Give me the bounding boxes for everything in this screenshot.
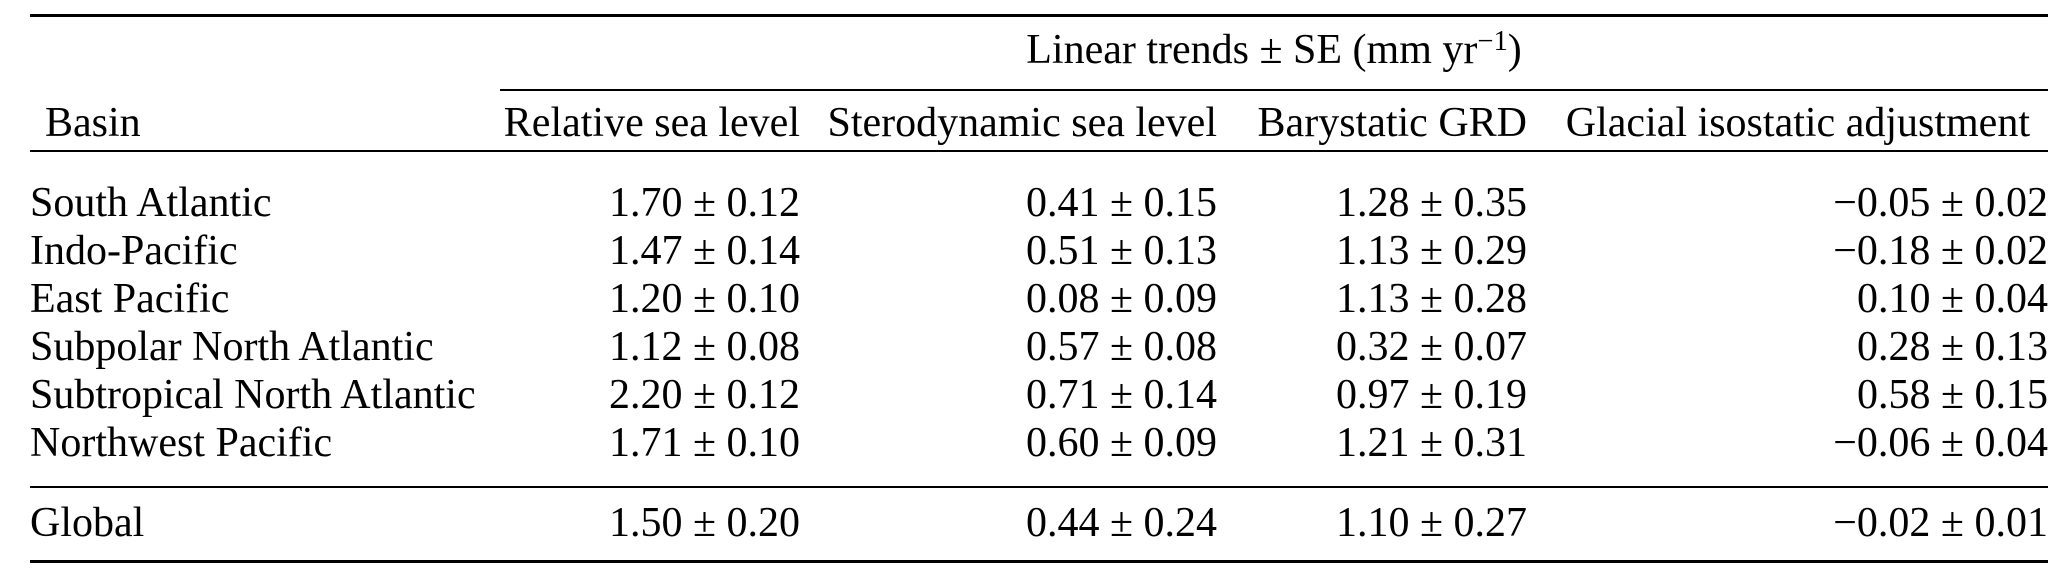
glacial-isostatic-adjustment-value: −0.05 ± 0.02 — [1833, 180, 2048, 226]
sterodynamic-sea-level-value: 0.71 ± 0.14 — [1025, 372, 1217, 418]
basin-cell: East Pacific — [30, 276, 230, 322]
table-row-south-atlantic: South Atlantic 1.70 ± 0.12 0.41 ± 0.15 1… — [30, 151, 2048, 227]
table-row-northwest-pacific: Northwest Pacific 1.71 ± 0.10 0.60 ± 0.0… — [30, 419, 2048, 488]
column-header-glacial-isostatic-adjustment: Glacial isostatic adjustment — [1527, 91, 2048, 152]
column-header-barystatic-grd: Barystatic GRD — [1217, 91, 1527, 152]
barystatic-grd-value: 1.28 ± 0.35 — [1335, 180, 1527, 226]
sterodynamic-sea-level-value: 0.41 ± 0.15 — [1025, 180, 1217, 226]
glacial-isostatic-adjustment-value: −0.02 ± 0.01 — [1527, 487, 2048, 563]
basin-cell: Subpolar North Atlantic — [30, 324, 434, 370]
glacial-isostatic-adjustment-value: 0.58 ± 0.15 — [1856, 372, 2048, 418]
sterodynamic-sea-level-value: 0.44 ± 0.24 — [800, 487, 1217, 563]
relative-sea-level-value: 1.20 ± 0.10 — [608, 276, 800, 322]
group-header-spacer-cell — [30, 16, 500, 92]
group-header-row: Linear trends ± SE (mm yr−1) — [30, 16, 2048, 92]
glacial-isostatic-adjustment-value: −0.06 ± 0.04 — [1527, 419, 2048, 488]
barystatic-grd-value: 0.97 ± 0.19 — [1335, 372, 1527, 418]
sterodynamic-sea-level-value: 0.60 ± 0.09 — [800, 419, 1217, 488]
group-header-text: Linear trends ± SE (mm yr — [1026, 27, 1478, 73]
relative-sea-level-value: 1.71 ± 0.10 — [500, 419, 800, 488]
sterodynamic-sea-level-value: 0.08 ± 0.09 — [1025, 276, 1217, 322]
group-header-close-paren: ) — [1507, 27, 1522, 73]
barystatic-grd-value: 1.13 ± 0.29 — [1335, 228, 1527, 274]
linear-trends-table: Linear trends ± SE (mm yr−1) Basin Relat… — [30, 14, 2048, 563]
barystatic-grd-value: 1.10 ± 0.27 — [1217, 487, 1527, 563]
glacial-isostatic-adjustment-value: 0.28 ± 0.13 — [1856, 324, 2048, 370]
relative-sea-level-value: 1.50 ± 0.20 — [500, 487, 800, 563]
barystatic-grd-value: 1.13 ± 0.28 — [1335, 276, 1527, 322]
basin-cell: Global — [30, 487, 500, 563]
table-row-subpolar-north-atlantic: Subpolar North Atlantic 1.12 ± 0.08 0.57… — [30, 323, 2048, 371]
basin-cell: South Atlantic — [30, 180, 272, 226]
group-header: Linear trends ± SE (mm yr−1) — [500, 17, 2048, 91]
relative-sea-level-value: 1.12 ± 0.08 — [608, 324, 800, 370]
column-header-sterodynamic-sea-level: Sterodynamic sea level — [800, 91, 1217, 152]
relative-sea-level-value: 1.47 ± 0.14 — [608, 228, 800, 274]
glacial-isostatic-adjustment-value: 0.10 ± 0.04 — [1856, 276, 2048, 322]
table-row-east-pacific: East Pacific 1.20 ± 0.10 0.08 ± 0.09 1.1… — [30, 275, 2048, 323]
relative-sea-level-value: 1.70 ± 0.12 — [608, 180, 800, 226]
relative-sea-level-value: 2.20 ± 0.12 — [608, 372, 800, 418]
table-row-subtropical-north-atlantic: Subtropical North Atlantic 2.20 ± 0.12 0… — [30, 371, 2048, 419]
barystatic-grd-value: 1.21 ± 0.31 — [1217, 419, 1527, 488]
glacial-isostatic-adjustment-value: −0.18 ± 0.02 — [1833, 228, 2048, 274]
sterodynamic-sea-level-value: 0.51 ± 0.13 — [1025, 228, 1217, 274]
column-header-basin: Basin — [30, 91, 500, 152]
column-header-row: Basin Relative sea level Sterodynamic se… — [30, 91, 2048, 152]
barystatic-grd-value: 0.32 ± 0.07 — [1335, 324, 1527, 370]
column-header-relative-sea-level: Relative sea level — [500, 91, 800, 152]
basin-cell: Subtropical North Atlantic — [30, 372, 476, 418]
table-row-global: Global 1.50 ± 0.20 0.44 ± 0.24 1.10 ± 0.… — [30, 487, 2048, 563]
table-row-indo-pacific: Indo-Pacific 1.47 ± 0.14 0.51 ± 0.13 1.1… — [30, 227, 2048, 275]
basin-cell: Northwest Pacific — [30, 419, 500, 488]
paper-page: Linear trends ± SE (mm yr−1) Basin Relat… — [0, 14, 2067, 584]
sterodynamic-sea-level-value: 0.57 ± 0.08 — [1025, 324, 1217, 370]
group-header-cell: Linear trends ± SE (mm yr−1) — [500, 16, 2048, 91]
group-header-exponent: −1 — [1477, 26, 1508, 58]
basin-cell: Indo-Pacific — [30, 228, 238, 274]
